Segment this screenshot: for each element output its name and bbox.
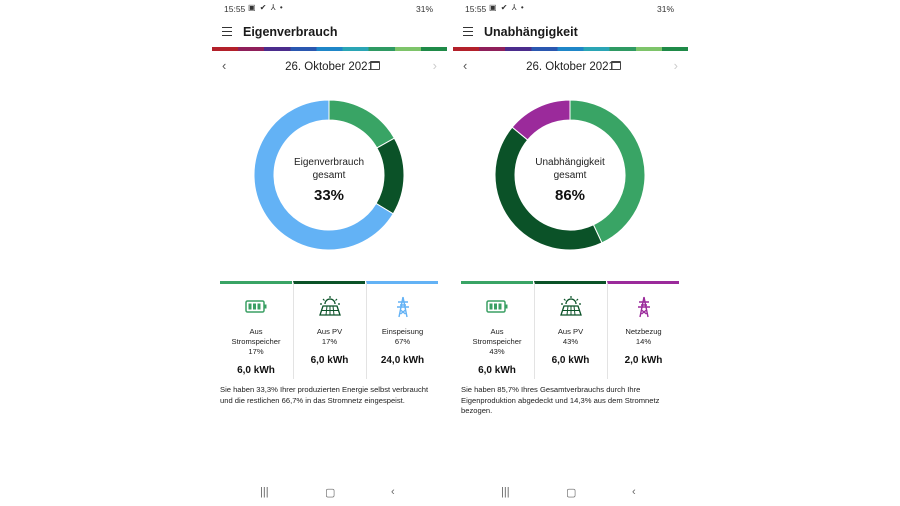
date-label[interactable]: 26. Oktober 2021 — [285, 61, 374, 73]
next-day-button[interactable]: › — [432, 58, 437, 73]
brand-stripe — [212, 47, 447, 51]
next-day-button[interactable]: › — [673, 58, 678, 73]
energy-source-cards: Aus Stromspeicher 17% 6,0 kWh Aus PV 17%… — [220, 281, 438, 379]
phone-screen-unabhaengigkeit: 15:55 ▣ ✔ ⅄ • 31% Unabhängigkeit ‹ 26. O… — [453, 0, 688, 506]
donut-center-sublabel: gesamt — [554, 170, 587, 181]
solar-panel-icon — [560, 296, 582, 316]
card-value: 2,0 kWh — [624, 355, 663, 366]
status-time: 15:55 — [224, 4, 246, 14]
battery-icon — [486, 300, 508, 313]
card-label: Aus PV 43% — [557, 327, 584, 346]
calendar-icon[interactable] — [370, 61, 380, 70]
donut-center-sublabel: gesamt — [313, 170, 346, 181]
card-stromspeicher[interactable]: Aus Stromspeicher 43% 6,0 kWh — [461, 281, 533, 379]
card-label: Einspeisung 67% — [381, 327, 424, 346]
brand-stripe — [453, 47, 688, 51]
battery-level: 31% — [656, 4, 674, 14]
card-pv[interactable]: Aus PV 43% 6,0 kWh — [534, 281, 606, 379]
app-bar: Unabhängigkeit — [453, 22, 688, 44]
previous-day-button[interactable]: ‹ — [463, 58, 468, 73]
donut-center-label: Eigenverbrauch — [294, 157, 364, 168]
card-label: Aus Stromspeicher 43% — [472, 327, 522, 356]
card-label: Netzbezug 14% — [625, 327, 662, 346]
status-bar: 15:55 ▣ ✔ ⅄ • 31% — [212, 3, 447, 15]
system-nav-bar: ||| ▢ ‹ — [453, 486, 688, 500]
card-label: Aus PV 17% — [316, 327, 343, 346]
home-icon[interactable]: ▢ — [566, 487, 577, 499]
donut-slice-1 — [494, 126, 603, 251]
phone-screen-eigenverbrauch: 15:55 ▣ ✔ ⅄ • 31% Eigenverbrauch ‹ 26. O… — [212, 0, 447, 506]
menu-icon[interactable] — [222, 27, 232, 36]
power-tower-icon — [638, 296, 650, 318]
donut-center-label: Unabhängigkeit — [535, 157, 605, 168]
date-navigator: ‹ 26. Oktober 2021 › — [212, 58, 447, 76]
card-value: 6,0 kWh — [237, 365, 275, 376]
menu-icon[interactable] — [463, 27, 473, 36]
energy-source-cards: Aus Stromspeicher 43% 6,0 kWh Aus PV 43%… — [461, 281, 679, 379]
battery-level: 31% — [415, 4, 433, 14]
system-nav-bar: ||| ▢ ‹ — [212, 486, 447, 500]
donut-center-value: 33% — [314, 187, 344, 204]
page-title: Unabhängigkeit — [484, 25, 578, 39]
donut-slice-1 — [375, 137, 405, 215]
page-title: Eigenverbrauch — [243, 25, 338, 39]
card-value: 6,0 kWh — [551, 355, 590, 366]
status-time: 15:55 — [465, 4, 487, 14]
recent-apps-icon[interactable]: ||| — [501, 486, 510, 498]
back-icon[interactable]: ‹ — [391, 486, 395, 498]
app-bar: Eigenverbrauch — [212, 22, 447, 44]
power-tower-icon — [397, 296, 409, 318]
donut-slice-2 — [511, 99, 571, 141]
donut-chart: Unabhängigkeit gesamt 86% — [494, 99, 646, 251]
card-einspeisung[interactable]: Einspeisung 67% 24,0 kWh — [366, 281, 438, 379]
card-pv[interactable]: Aus PV 17% 6,0 kWh — [293, 281, 365, 379]
previous-day-button[interactable]: ‹ — [222, 58, 227, 73]
battery-icon — [245, 300, 267, 313]
card-stromspeicher[interactable]: Aus Stromspeicher 17% 6,0 kWh — [220, 281, 292, 379]
card-value: 24,0 kWh — [380, 355, 425, 366]
donut-slice-0 — [328, 99, 396, 149]
status-bar: 15:55 ▣ ✔ ⅄ • 31% — [453, 3, 688, 15]
date-navigator: ‹ 26. Oktober 2021 › — [453, 58, 688, 76]
back-icon[interactable]: ‹ — [632, 486, 636, 498]
solar-panel-icon — [319, 296, 341, 316]
date-label[interactable]: 26. Oktober 2021 — [526, 61, 615, 73]
card-netzbezug[interactable]: Netzbezug 14% 2,0 kWh — [607, 281, 679, 379]
calendar-icon[interactable] — [611, 61, 621, 70]
card-value: 6,0 kWh — [478, 365, 516, 376]
donut-center-value: 86% — [555, 187, 585, 204]
home-icon[interactable]: ▢ — [325, 487, 336, 499]
donut-chart: Eigenverbrauch gesamt 33% — [253, 99, 405, 251]
card-label: Aus Stromspeicher 17% — [231, 327, 281, 356]
summary-text: Sie haben 33,3% Ihrer produzierten Energ… — [220, 385, 429, 405]
card-value: 6,0 kWh — [310, 355, 349, 366]
recent-apps-icon[interactable]: ||| — [260, 486, 269, 498]
notification-icons: ▣ ✔ ⅄ • — [248, 3, 284, 12]
donut-slice-2 — [253, 99, 394, 251]
summary-text: Sie haben 85,7% Ihres Gesamtverbrauchs d… — [461, 385, 660, 415]
notification-icons: ▣ ✔ ⅄ • — [489, 3, 525, 12]
